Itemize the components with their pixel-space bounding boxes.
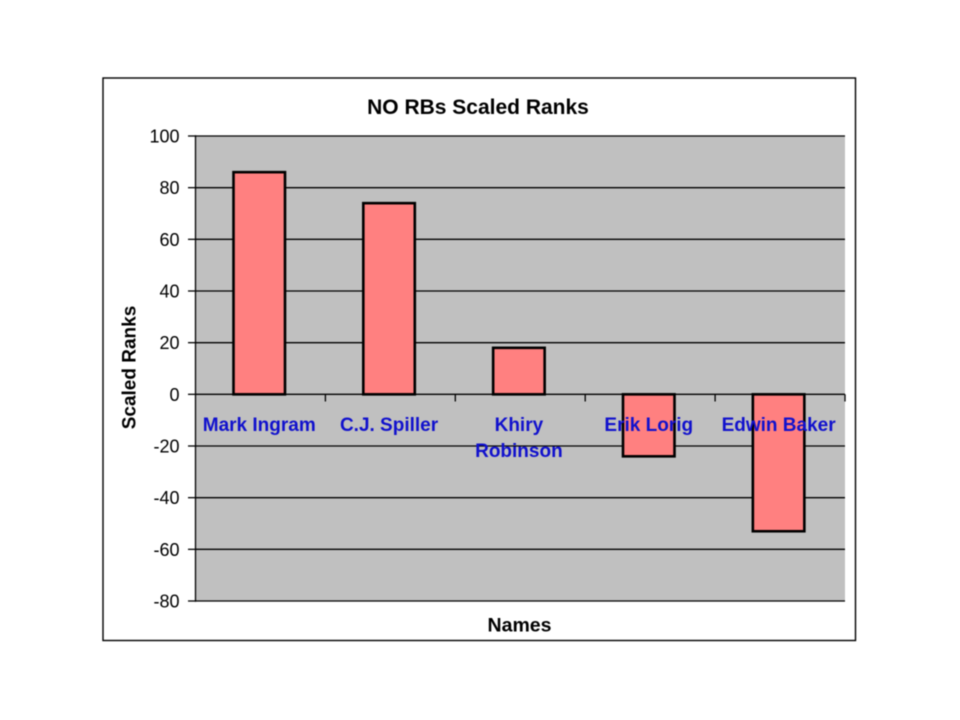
svg-text:Names: Names: [488, 615, 552, 637]
svg-text:Mark Ingram: Mark Ingram: [203, 415, 316, 436]
svg-text:100: 100: [149, 127, 179, 147]
svg-text:C.J. Spiller: C.J. Spiller: [340, 415, 439, 436]
svg-text:20: 20: [159, 333, 179, 353]
svg-text:Erik Lorig: Erik Lorig: [604, 415, 693, 436]
svg-text:-80: -80: [153, 592, 179, 612]
svg-text:-20: -20: [153, 437, 179, 457]
svg-text:Edwin Baker: Edwin Baker: [722, 415, 837, 436]
svg-text:Robinson: Robinson: [475, 441, 563, 462]
svg-text:Scaled Ranks: Scaled Ranks: [120, 306, 141, 430]
svg-text:Khiry: Khiry: [495, 415, 544, 436]
svg-text:60: 60: [159, 230, 179, 250]
svg-text:40: 40: [159, 282, 179, 302]
svg-text:80: 80: [159, 178, 179, 198]
svg-text:-60: -60: [153, 540, 179, 560]
svg-text:-40: -40: [153, 488, 179, 508]
svg-text:NO RBs Scaled Ranks: NO RBs Scaled Ranks: [367, 96, 589, 119]
svg-text:0: 0: [169, 385, 179, 405]
